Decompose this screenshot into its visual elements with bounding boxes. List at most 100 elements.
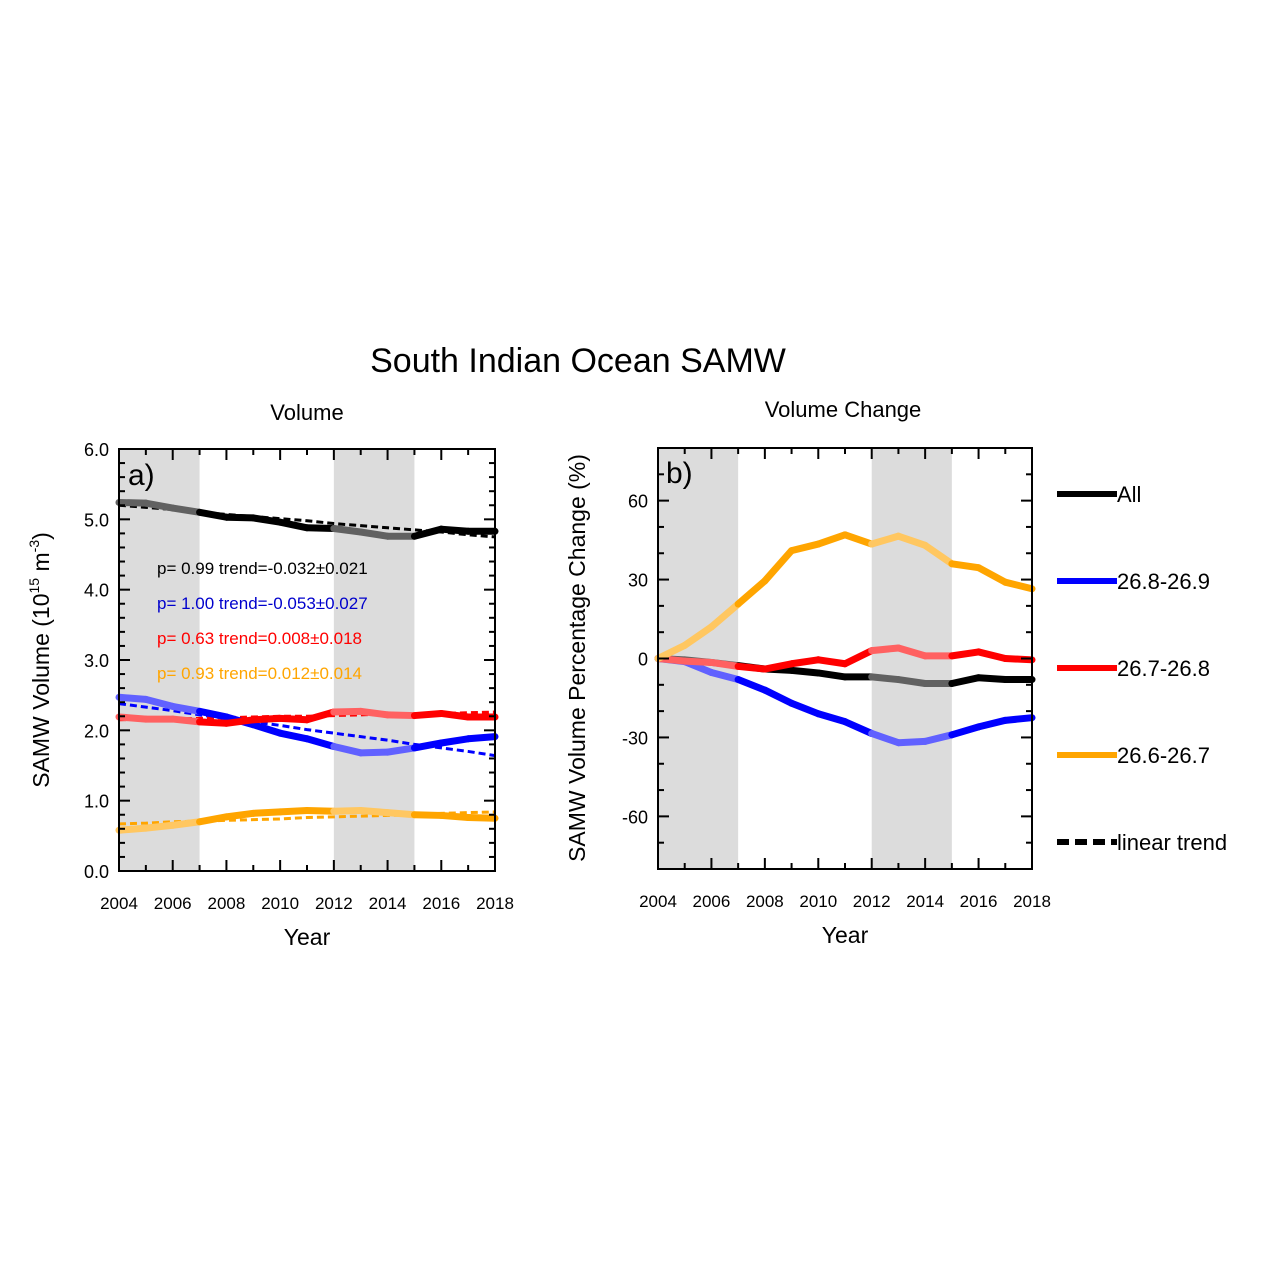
panel-a-axes: 2004 2006 2008 2010 2012 2014 2016 2018 0.0 1.0 2.… (84, 440, 514, 913)
legend-label: All (1117, 482, 1141, 507)
series-segment (1001, 714, 1036, 724)
x-tick-label: 2008 (746, 892, 784, 911)
panel-b-series (654, 531, 1036, 747)
series-segment (384, 744, 418, 756)
x-tick-label: 2004 (100, 894, 138, 913)
series-segment (196, 718, 230, 727)
series-segment (249, 714, 284, 724)
series-segment (357, 748, 392, 757)
y-tick-label: 1.0 (84, 792, 109, 812)
x-tick-label: 2016 (960, 892, 998, 911)
series-segment (222, 513, 257, 522)
panel-b-label: b) (666, 457, 693, 490)
series-segment (707, 600, 742, 631)
series-segment (948, 674, 983, 687)
series-segment (437, 811, 472, 822)
series-segment (276, 729, 311, 743)
series-segment (814, 669, 849, 681)
series-segment (330, 807, 365, 815)
legend-label: 26.8-26.9 (1117, 569, 1210, 594)
x-tick-label: 2018 (476, 894, 514, 913)
panel-a-shading (119, 449, 415, 871)
legend-item: 26.6-26.7 (1057, 743, 1210, 768)
series-segment (196, 813, 230, 826)
legend-item: All (1057, 482, 1141, 507)
series-segment (788, 666, 822, 677)
series-segment (437, 525, 472, 535)
trend-annotation: p= 0.93 trend=0.012±0.014 (157, 664, 362, 683)
legend-item: 26.7-26.8 (1057, 656, 1210, 681)
x-tick-label: 2010 (261, 894, 299, 913)
series-segment (303, 735, 338, 751)
series-segment (249, 808, 284, 817)
series-segment (169, 504, 204, 516)
x-tick-label: 2014 (369, 894, 407, 913)
series-26.6-26.7 (654, 531, 1036, 662)
x-tick-label: 2010 (799, 892, 837, 911)
series-segment (921, 541, 956, 568)
series-segment (464, 733, 499, 743)
series-segment (894, 737, 929, 747)
series-segment (841, 718, 876, 737)
series-segment (948, 648, 983, 660)
x-tick-label: 2006 (693, 892, 731, 911)
series-segment (654, 641, 689, 662)
series-segment (276, 807, 311, 816)
series-26.6-26.7 (115, 807, 499, 834)
series-segment (249, 721, 284, 737)
x-tick-label: 2006 (154, 894, 192, 913)
series-segment (330, 524, 365, 536)
series-segment (196, 707, 230, 721)
series-segment (249, 514, 284, 526)
panel-b-legend: All 26.8-26.9 26.7-26.8 26.6-26.7 linear tre… (1057, 482, 1227, 855)
series-segment (115, 498, 150, 507)
series-segment (707, 658, 742, 670)
series-segment (169, 702, 204, 715)
series-26.7-26.8 (115, 707, 499, 727)
series-segment (975, 564, 1009, 586)
series-segment (303, 524, 338, 532)
series-segment (410, 709, 445, 720)
x-tick-label: 2012 (315, 894, 353, 913)
series-segment (437, 735, 472, 747)
series-segment (464, 814, 499, 822)
series-segment (303, 807, 338, 815)
series-segment (814, 656, 849, 668)
series-segment (841, 647, 876, 668)
series-segment (1001, 578, 1036, 593)
series-segment (330, 707, 365, 716)
y-tick-label: 3.0 (84, 651, 109, 671)
series-segment (196, 508, 230, 521)
y-tick-label: 60 (628, 492, 648, 512)
y-tick-label: -60 (622, 807, 648, 827)
series-segment (384, 809, 418, 819)
panel-a-label: a) (128, 459, 155, 492)
series-segment (868, 532, 902, 548)
series-segment (788, 699, 822, 718)
series-segment (410, 811, 445, 819)
series-segment (868, 644, 902, 655)
series-segment (169, 715, 204, 726)
panel-a-title: Volume (270, 400, 343, 425)
series-segment (761, 660, 796, 673)
series-segment (975, 648, 1009, 662)
y-tick-label: 0.0 (84, 862, 109, 882)
series-segment (330, 743, 365, 757)
series-segment (841, 531, 876, 548)
series-segment (707, 668, 742, 684)
series-segment (115, 713, 150, 723)
legend-label: 26.6-26.7 (1117, 743, 1210, 768)
series-segment (894, 676, 929, 687)
trend-annotation: p= 0.99 trend=-0.032±0.021 (157, 559, 368, 578)
series-segment (814, 531, 849, 548)
x-tick-label: 2008 (208, 894, 246, 913)
series-segment (357, 807, 392, 817)
x-tick-label: 2014 (906, 892, 944, 911)
panel-a-xlabel: Year (284, 924, 331, 950)
series-segment (142, 499, 177, 512)
series-segment (734, 676, 769, 694)
series-segment (921, 731, 956, 745)
series-segment (222, 809, 257, 821)
series-segment (948, 723, 983, 739)
